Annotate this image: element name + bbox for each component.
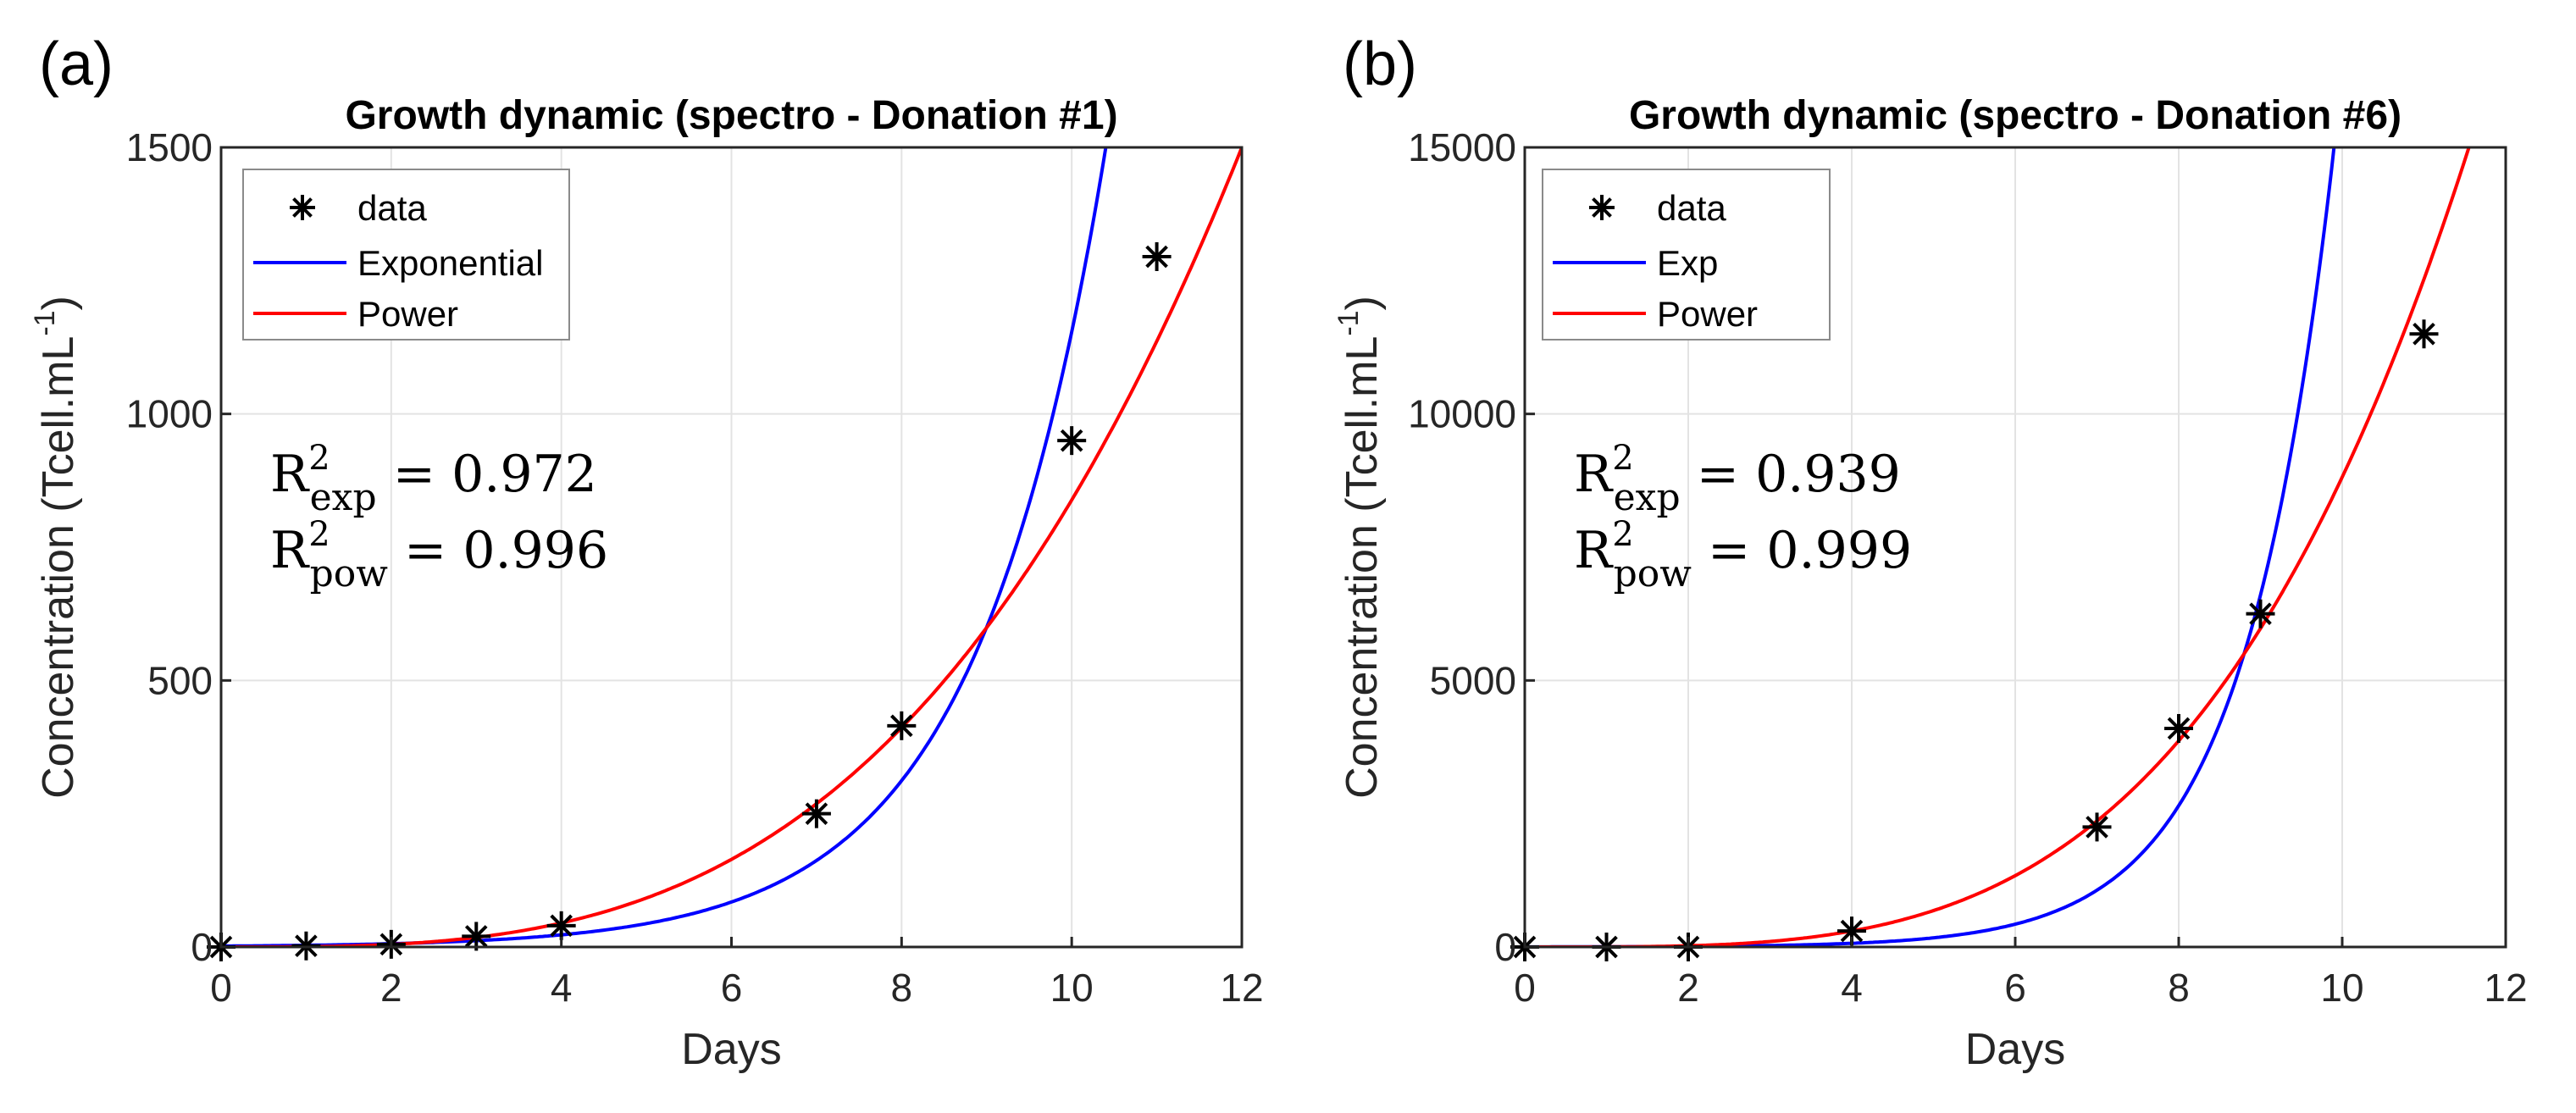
x-axis-label: Days [681, 1025, 781, 1074]
y-axis-label-main: Concentration (Tcell.mL [1338, 336, 1387, 799]
y-axis-label: Concentration (Tcell.mL-1) [29, 296, 83, 799]
x-tick-label: 6 [2004, 966, 2026, 1010]
marker-stroke [2249, 602, 2272, 625]
x-tick-label: 2 [380, 966, 402, 1010]
data-point [887, 711, 917, 740]
r2-value: = 0.939 [1681, 445, 1901, 504]
marker-stroke [2167, 717, 2191, 740]
y-tick-label: 10000 [1408, 392, 1516, 436]
legend-label: data [357, 188, 427, 228]
x-tick-label: 4 [551, 966, 573, 1010]
data-point [462, 922, 491, 951]
x-tick-label: 12 [1220, 966, 1263, 1010]
marker-stroke [1145, 245, 1168, 269]
x-tick-label: 10 [1050, 966, 1094, 1010]
x-tick-label: 6 [721, 966, 743, 1010]
legend-label: data [1657, 188, 1726, 228]
y-tick-label: 1000 [126, 392, 213, 436]
data-point [2246, 599, 2275, 628]
r2-subscript: pow [1614, 552, 1692, 595]
marker-stroke [292, 197, 313, 218]
y-tick-label: 500 [147, 658, 213, 702]
data-point [546, 911, 576, 940]
data-point [2082, 812, 2112, 842]
y-axis-label-close: ) [1338, 296, 1387, 310]
legend: data Exp Power [1542, 169, 1831, 341]
x-tick-label: 8 [2168, 966, 2190, 1010]
legend-label: Exp [1657, 243, 1718, 283]
r2-superscript: 2 [1612, 515, 1633, 554]
data-point [2409, 319, 2439, 349]
r2-subscript: pow [310, 552, 389, 595]
r-squared-annotation: R2 pow = 0.999 [1574, 515, 1912, 595]
chart-panel-a: 0 2 4 6 8 10 12 0 500 1000 1500 Days Concentration (… [29, 30, 1264, 1074]
marker-stroke [550, 914, 573, 938]
r2-superscript: 2 [308, 439, 330, 478]
legend: data Exponential Power [242, 169, 570, 341]
marker-stroke [1060, 429, 1083, 452]
y-axis-label-sup: -1 [1332, 310, 1365, 335]
r-squared-annotation: R2 exp = 0.939 [1574, 439, 1901, 519]
r-squared-annotation: R2 pow = 0.996 [270, 515, 608, 595]
x-tick-label: 0 [210, 966, 232, 1010]
r2-value: = 0.996 [388, 521, 608, 580]
data-point [2164, 713, 2193, 743]
y-axis-label-close: ) [34, 296, 83, 310]
legend-label: Power [1657, 294, 1758, 334]
marker-stroke [2086, 816, 2108, 839]
marker-stroke [1840, 919, 1864, 943]
marker-stroke [2413, 322, 2435, 346]
panel-label: (a) [39, 30, 114, 98]
x-axis-label: Days [1965, 1025, 2065, 1074]
x-tick-label: 0 [1514, 966, 1536, 1010]
legend-marker-data [290, 195, 315, 220]
r2-symbol: R [270, 521, 310, 580]
x-tick-label: 2 [1677, 966, 1699, 1010]
y-tick-label: 5000 [1430, 658, 1516, 702]
legend-box [1542, 169, 1831, 341]
r2-symbol: R [1574, 521, 1614, 580]
r-squared-annotation: R2 exp = 0.972 [270, 439, 597, 519]
x-tick-label: 12 [2484, 966, 2527, 1010]
marker-stroke [464, 925, 488, 948]
y-tick-label: 0 [1494, 925, 1516, 969]
y-tick-label: 1500 [126, 125, 213, 169]
chart-panel-b: 0 2 4 6 8 10 12 0 5000 10000 15000 Days Concentratio… [1332, 30, 2528, 1074]
x-tick-label: 4 [1841, 966, 1863, 1010]
r2-symbol: R [1574, 445, 1614, 504]
y-axis-label-sup: -1 [29, 310, 61, 335]
r2-subscript: exp [1614, 476, 1681, 519]
panel-label: (b) [1343, 30, 1417, 98]
r2-superscript: 2 [308, 515, 330, 554]
data-point [1057, 426, 1087, 456]
r2-value: = 0.999 [1692, 521, 1912, 580]
r2-symbol: R [270, 445, 310, 504]
r2-value: = 0.972 [377, 445, 597, 504]
y-tick-label: 0 [191, 925, 213, 969]
chart-title: Growth dynamic (spectro - Donation #6) [1629, 93, 2401, 138]
x-tick-label: 8 [891, 966, 913, 1010]
marker-stroke [805, 802, 828, 825]
legend-marker-data [1589, 195, 1615, 220]
r2-subscript: exp [310, 476, 377, 519]
legend-box [242, 169, 570, 341]
data-point [1142, 242, 1172, 272]
legend-label: Power [357, 294, 458, 334]
y-axis-label-main: Concentration (Tcell.mL [34, 336, 83, 799]
marker-stroke [1592, 197, 1612, 218]
y-tick-label: 15000 [1408, 125, 1516, 169]
y-axis-label: Concentration (Tcell.mL-1) [1332, 296, 1387, 799]
marker-stroke [890, 714, 913, 738]
chart-title: Growth dynamic (spectro - Donation #1) [345, 93, 1117, 138]
data-point [801, 799, 831, 828]
r2-superscript: 2 [1612, 439, 1633, 478]
x-tick-label: 10 [2320, 966, 2363, 1010]
legend-label: Exponential [357, 243, 544, 283]
